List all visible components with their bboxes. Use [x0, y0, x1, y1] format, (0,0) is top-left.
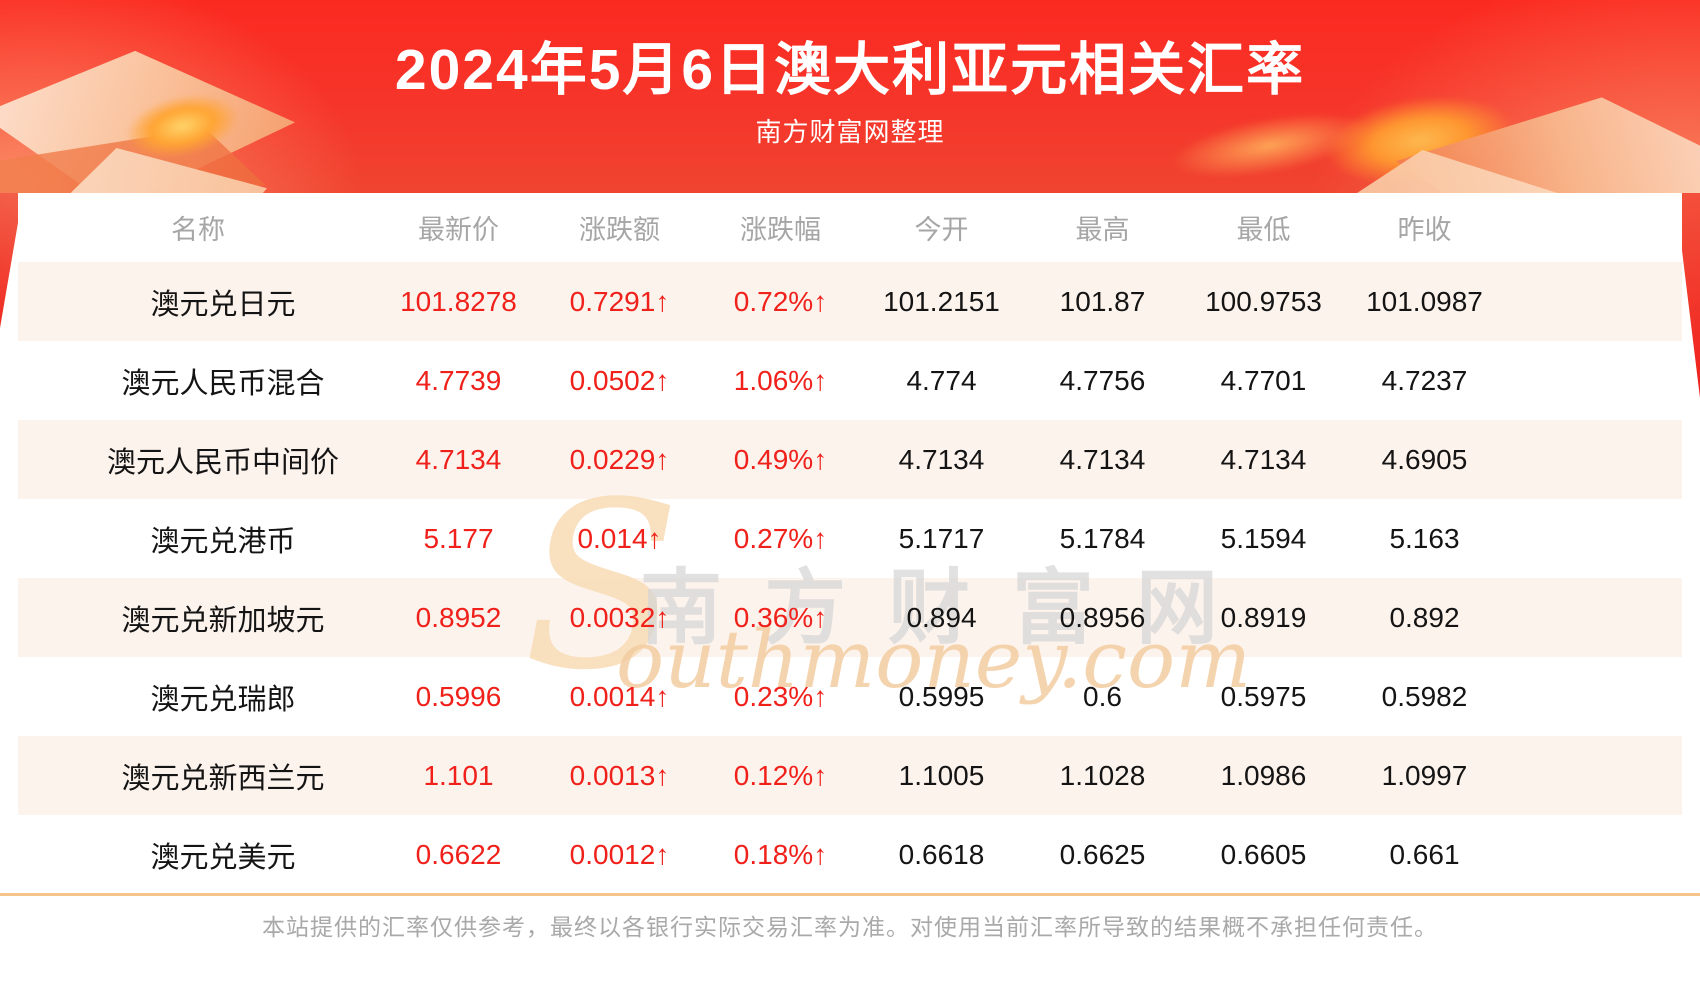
- high-price: 5.1784: [1059, 522, 1146, 554]
- low-price: 4.7701: [1220, 364, 1307, 396]
- change-percent: 0.23%↑: [733, 680, 828, 712]
- page-title: 2024年5月6日澳大利亚元相关汇率: [394, 38, 1306, 102]
- pair-name: 澳元兑新西兰元: [121, 762, 325, 795]
- change-percent: 0.18%↑: [733, 838, 828, 870]
- change-percent: 0.49%↑: [733, 443, 828, 475]
- latest-price: 101.8278: [400, 285, 517, 317]
- latest-price: 5.177: [423, 522, 494, 554]
- change-amount: 0.0014↑: [569, 680, 670, 712]
- table-row: 澳元兑瑞郎 0.5996 0.0014↑ 0.23%↑ 0.5995 0.6 0…: [18, 657, 1682, 736]
- change-amount: 0.7291↑: [569, 285, 670, 317]
- open-price: 0.6618: [898, 838, 985, 870]
- prev-close: 1.0997: [1381, 759, 1468, 791]
- prev-close: 0.661: [1389, 838, 1460, 870]
- pair-name: 澳元兑瑞郎: [150, 683, 296, 716]
- pair-name: 澳元兑新加坡元: [121, 604, 325, 637]
- change-percent: 0.12%↑: [733, 759, 828, 791]
- pair-name: 澳元兑港币: [150, 525, 296, 558]
- table-row: 澳元人民币混合 4.7739 0.0502↑ 1.06%↑ 4.774 4.77…: [18, 341, 1682, 420]
- open-price: 4.7134: [898, 443, 985, 475]
- prev-close: 4.6905: [1381, 443, 1468, 475]
- footer-divider: [0, 893, 1700, 896]
- column-header-prev: 昨收: [1397, 215, 1452, 245]
- column-header-change: 涨跌额: [579, 215, 660, 245]
- gift-box-right-icon: [1335, 150, 1585, 193]
- table-row: 澳元人民币中间价 4.7134 0.0229↑ 0.49%↑ 4.7134 4.…: [18, 420, 1682, 499]
- column-header-name: 名称: [171, 215, 225, 245]
- high-price: 101.87: [1059, 285, 1146, 317]
- table-row: 澳元兑新西兰元 1.101 0.0013↑ 0.12%↑ 1.1005 1.10…: [18, 736, 1682, 815]
- open-price: 0.894: [906, 601, 977, 633]
- change-amount: 0.0229↑: [569, 443, 670, 475]
- pair-name: 澳元人民币混合: [121, 367, 325, 400]
- gift-box-left-icon: [52, 148, 267, 193]
- banner-left-edge-decor: [0, 193, 18, 328]
- high-price: 4.7756: [1059, 364, 1146, 396]
- prev-close: 5.163: [1389, 522, 1460, 554]
- high-price: 1.1028: [1059, 759, 1146, 791]
- prev-close: 4.7237: [1381, 364, 1468, 396]
- column-header-high: 最高: [1075, 215, 1130, 245]
- header-banner: 2024年5月6日澳大利亚元相关汇率 南方财富网整理: [0, 0, 1700, 193]
- table-row: 澳元兑港币 5.177 0.014↑ 0.27%↑ 5.1717 5.1784 …: [18, 499, 1682, 578]
- prev-close: 0.892: [1389, 601, 1460, 633]
- high-price: 0.6625: [1059, 838, 1146, 870]
- high-price: 0.8956: [1059, 601, 1146, 633]
- column-header-latest: 最新价: [418, 215, 499, 245]
- open-price: 4.774: [906, 364, 977, 396]
- change-amount: 0.0012↑: [569, 838, 670, 870]
- prev-close: 101.0987: [1366, 285, 1483, 317]
- change-percent: 0.36%↑: [733, 601, 828, 633]
- change-amount: 0.014↑: [577, 522, 662, 554]
- change-amount: 0.0502↑: [569, 364, 670, 396]
- change-percent: 0.72%↑: [733, 285, 828, 317]
- low-price: 5.1594: [1220, 522, 1307, 554]
- latest-price: 0.5996: [415, 680, 502, 712]
- footer-disclaimer: 本站提供的汇率仅供参考，最终以各银行实际交易汇率为准。对使用当前汇率所导致的结果…: [262, 914, 1438, 940]
- pair-name: 澳元兑美元: [150, 841, 296, 874]
- change-percent: 0.27%↑: [733, 522, 828, 554]
- column-header-open: 今开: [914, 215, 969, 245]
- table-row: 澳元兑日元 101.8278 0.7291↑ 0.72%↑ 101.2151 1…: [18, 262, 1682, 341]
- high-price: 4.7134: [1059, 443, 1146, 475]
- column-header-low: 最低: [1236, 215, 1291, 245]
- latest-price: 4.7739: [415, 364, 502, 396]
- low-price: 1.0986: [1220, 759, 1307, 791]
- change-amount: 0.0032↑: [569, 601, 670, 633]
- change-percent: 1.06%↑: [733, 364, 828, 396]
- pair-name: 澳元兑日元: [150, 288, 296, 321]
- latest-price: 4.7134: [415, 443, 502, 475]
- open-price: 101.2151: [883, 285, 1000, 317]
- pair-name: 澳元人民币中间价: [106, 446, 339, 479]
- page-subtitle: 南方财富网整理: [755, 117, 945, 147]
- low-price: 0.8919: [1220, 601, 1307, 633]
- open-price: 5.1717: [898, 522, 985, 554]
- rates-table-card: S 南方财富网 outhmoney.com 名称 最新价 涨跌额 涨跌幅 今开 …: [18, 193, 1682, 894]
- latest-price: 0.8952: [415, 601, 502, 633]
- prev-close: 0.5982: [1381, 680, 1468, 712]
- low-price: 4.7134: [1220, 443, 1307, 475]
- table-row: 澳元兑美元 0.6622 0.0012↑ 0.18%↑ 0.6618 0.662…: [18, 815, 1682, 894]
- low-price: 0.5975: [1220, 680, 1307, 712]
- table-header-row: 名称 最新价 涨跌额 涨跌幅 今开 最高 最低 昨收: [18, 193, 1682, 262]
- open-price: 1.1005: [898, 759, 985, 791]
- column-header-pct: 涨跌幅: [740, 215, 821, 245]
- latest-price: 0.6622: [415, 838, 502, 870]
- table-row: 澳元兑新加坡元 0.8952 0.0032↑ 0.36%↑ 0.894 0.89…: [18, 578, 1682, 657]
- low-price: 0.6605: [1220, 838, 1307, 870]
- open-price: 0.5995: [898, 680, 985, 712]
- high-price: 0.6: [1083, 680, 1122, 712]
- low-price: 100.9753: [1205, 285, 1322, 317]
- latest-price: 1.101: [423, 759, 494, 791]
- change-amount: 0.0013↑: [569, 759, 670, 791]
- banner-right-edge-decor: [1682, 193, 1700, 398]
